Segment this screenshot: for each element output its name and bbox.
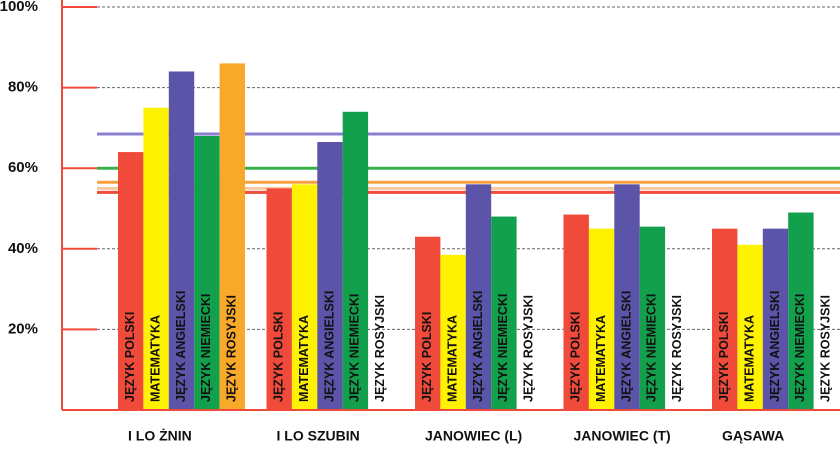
x-tick-label: GĄSAWA bbox=[722, 428, 784, 444]
bar bbox=[143, 107, 169, 410]
bar-series-label: JĘZYK POLSKI bbox=[717, 312, 731, 402]
bar-series-label: MATEMATYKA bbox=[594, 315, 608, 402]
bar bbox=[317, 142, 343, 410]
bar bbox=[737, 244, 763, 410]
bar bbox=[588, 228, 615, 410]
bar-series-label: MATEMATYKA bbox=[297, 315, 311, 402]
bar bbox=[342, 111, 369, 410]
y-tick-label: 80% bbox=[8, 79, 38, 96]
y-tick-label: 20% bbox=[8, 320, 38, 337]
y-tick-label: 100% bbox=[0, 0, 38, 15]
bar bbox=[440, 254, 466, 410]
x-tick-label: JANOWIEC (L) bbox=[425, 428, 522, 444]
bar bbox=[266, 188, 292, 410]
bar-series-label: JĘZYK POLSKI bbox=[271, 312, 285, 402]
bar-series-label: JĘZYK NIEMIECKI bbox=[793, 294, 807, 402]
bar-series-label: JĘZYK POLSKI bbox=[420, 312, 434, 402]
bar-series-label: JĘZYK ROSYJSKI bbox=[373, 295, 387, 402]
x-tick-label: I LO SZUBIN bbox=[277, 428, 360, 444]
bar bbox=[712, 228, 738, 410]
bar-series-label: MATEMATYKA bbox=[742, 315, 756, 402]
bar bbox=[168, 71, 195, 410]
bar-series-label: JĘZYK NIEMIECKI bbox=[348, 294, 362, 402]
bar-series-label: JĘZYK ROSYJSKI bbox=[522, 295, 536, 402]
bar-series-label: JĘZYK POLSKI bbox=[568, 312, 582, 402]
bar bbox=[563, 214, 589, 410]
x-tick-label: JANOWIEC (T) bbox=[574, 428, 671, 444]
bar-series-label: JĘZYK ANGIELSKI bbox=[619, 291, 633, 402]
bar bbox=[465, 184, 492, 410]
bar-series-label: JĘZYK NIEMIECKI bbox=[199, 294, 213, 402]
bar bbox=[762, 228, 789, 410]
bar-series-label: JĘZYK POLSKI bbox=[123, 312, 137, 402]
bar bbox=[118, 152, 144, 410]
bar-series-label: JĘZYK ANGIELSKI bbox=[174, 291, 188, 402]
bar-series-label: JĘZYK ANGIELSKI bbox=[322, 291, 336, 402]
y-tick-label: 60% bbox=[8, 159, 38, 176]
bar-series-label: JĘZYK ROSYJSKI bbox=[225, 295, 239, 402]
bar bbox=[194, 135, 220, 410]
bar-series-label: MATEMATYKA bbox=[445, 315, 459, 402]
bar bbox=[614, 184, 640, 410]
x-tick-label: I LO ŻNIN bbox=[128, 428, 192, 444]
y-tick-label: 40% bbox=[8, 240, 38, 257]
bar bbox=[219, 63, 245, 411]
bar-series-label: JĘZYK ANGIELSKI bbox=[471, 291, 485, 402]
bar-series-label: JĘZYK ANGIELSKI bbox=[768, 291, 782, 402]
bar-series-label: JĘZYK NIEMIECKI bbox=[496, 294, 510, 402]
bar bbox=[415, 236, 441, 410]
bar-series-label: JĘZYK ROSYJSKI bbox=[819, 295, 833, 402]
bar-series-label: JĘZYK ROSYJSKI bbox=[670, 295, 684, 402]
bar bbox=[788, 212, 814, 410]
bar bbox=[491, 216, 517, 410]
bar bbox=[291, 184, 318, 410]
bar bbox=[639, 226, 666, 410]
bar-series-label: JĘZYK NIEMIECKI bbox=[645, 294, 659, 402]
bar-series-label: MATEMATYKA bbox=[148, 315, 162, 402]
